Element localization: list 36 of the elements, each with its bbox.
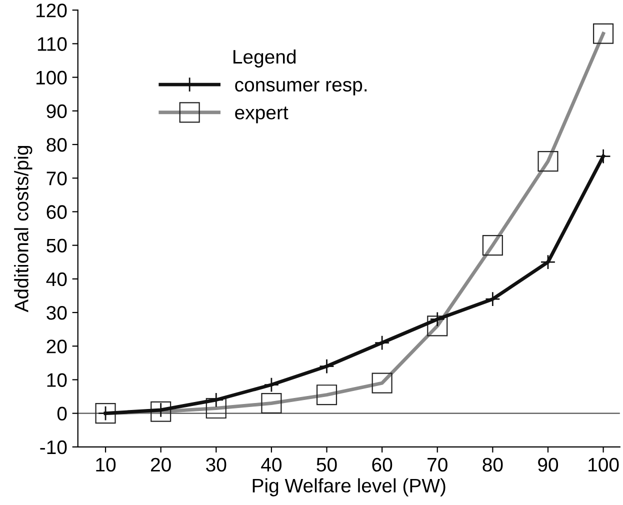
y-tick-label: 70 — [46, 172, 67, 186]
point — [374, 335, 390, 350]
x-tick-label: 100 — [588, 458, 619, 472]
x-tick-label: 40 — [261, 458, 282, 472]
point — [208, 392, 224, 408]
legend-label: expert — [235, 106, 288, 124]
y-tick-label: 40 — [46, 272, 67, 286]
point — [540, 254, 556, 270]
y-tick-label: 80 — [46, 138, 67, 152]
y-tick-label: 60 — [46, 205, 67, 219]
x-tick-label: 20 — [151, 458, 171, 472]
y-tick-label: 120 — [36, 4, 67, 18]
y-tick-label: 20 — [46, 340, 67, 354]
point — [264, 377, 280, 392]
x-tick-label: 70 — [428, 458, 448, 472]
x-axis-title: Pig Welfare level (PW) — [252, 478, 446, 496]
legend-title: Legend — [234, 49, 296, 68]
y-tick-label: 30 — [46, 306, 67, 320]
y-tick-label: 10 — [47, 373, 67, 387]
point — [319, 358, 334, 374]
x-tick-label: 80 — [482, 458, 503, 472]
y-tick-label: -10 — [40, 440, 67, 454]
legend-label: consumer resp. — [235, 80, 367, 96]
point — [596, 148, 611, 164]
x-tick-label: 30 — [206, 458, 226, 472]
x-tick-label: 10 — [96, 458, 116, 472]
y-axis-title: Additional costs/pig — [14, 146, 32, 312]
point — [485, 291, 500, 307]
x-tick-label: 90 — [538, 458, 558, 472]
x-tick-label: 60 — [372, 458, 392, 472]
y-tick-label: 90 — [46, 104, 67, 118]
y-tick-label: 100 — [36, 70, 67, 85]
y-tick-label: 110 — [38, 37, 67, 51]
y-tick-label: 50 — [46, 238, 67, 253]
y-tick-label: 0 — [57, 406, 67, 421]
x-tick-label: 50 — [316, 458, 337, 472]
